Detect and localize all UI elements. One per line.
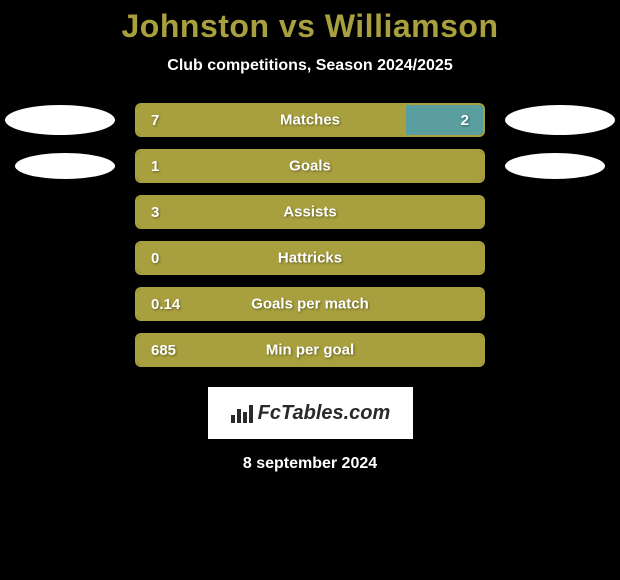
stat-label: Matches xyxy=(280,112,340,129)
stat-value-left: 0.14 xyxy=(151,296,180,313)
main-container: Johnston vs Williamson Club competitions… xyxy=(0,0,620,473)
stat-bar: 0 Hattricks xyxy=(135,241,485,275)
stat-bar: 0.14 Goals per match xyxy=(135,287,485,321)
stat-row: 685 Min per goal xyxy=(5,333,615,367)
stat-value-left: 7 xyxy=(151,112,159,129)
stat-label: Goals xyxy=(289,158,331,175)
player-left-ellipse xyxy=(15,153,115,179)
stat-label: Hattricks xyxy=(278,250,342,267)
stats-area: 7 2 Matches 1 Goals 3 Assists 0 Hattricks 0.14 Goa… xyxy=(5,103,615,379)
stat-label: Assists xyxy=(283,204,336,221)
stat-label: Min per goal xyxy=(266,342,354,359)
player-right-ellipse xyxy=(505,105,615,135)
stat-value-left: 1 xyxy=(151,158,159,175)
stat-bar: 685 Min per goal xyxy=(135,333,485,367)
stat-row: 1 Goals xyxy=(5,149,615,183)
chart-icon xyxy=(230,403,254,423)
date-text: 8 september 2024 xyxy=(243,455,377,473)
stat-row: 7 2 Matches xyxy=(5,103,615,137)
logo-text: FcTables.com xyxy=(258,402,391,425)
stat-label: Goals per match xyxy=(251,296,369,313)
player-right-ellipse xyxy=(505,153,605,179)
logo-box: FcTables.com xyxy=(208,387,413,439)
stat-bar: 3 Assists xyxy=(135,195,485,229)
stat-row: 0.14 Goals per match xyxy=(5,287,615,321)
stat-row: 3 Assists xyxy=(5,195,615,229)
stat-value-left: 0 xyxy=(151,250,159,267)
stat-bar: 7 2 Matches xyxy=(135,103,485,137)
stat-bar: 1 Goals xyxy=(135,149,485,183)
player-left-ellipse xyxy=(5,105,115,135)
stat-row: 0 Hattricks xyxy=(5,241,615,275)
stat-value-left: 3 xyxy=(151,204,159,221)
stat-value-right: 2 xyxy=(461,112,469,129)
stat-value-left: 685 xyxy=(151,342,176,359)
season-subtitle: Club competitions, Season 2024/2025 xyxy=(167,57,452,75)
comparison-title: Johnston vs Williamson xyxy=(122,8,499,45)
